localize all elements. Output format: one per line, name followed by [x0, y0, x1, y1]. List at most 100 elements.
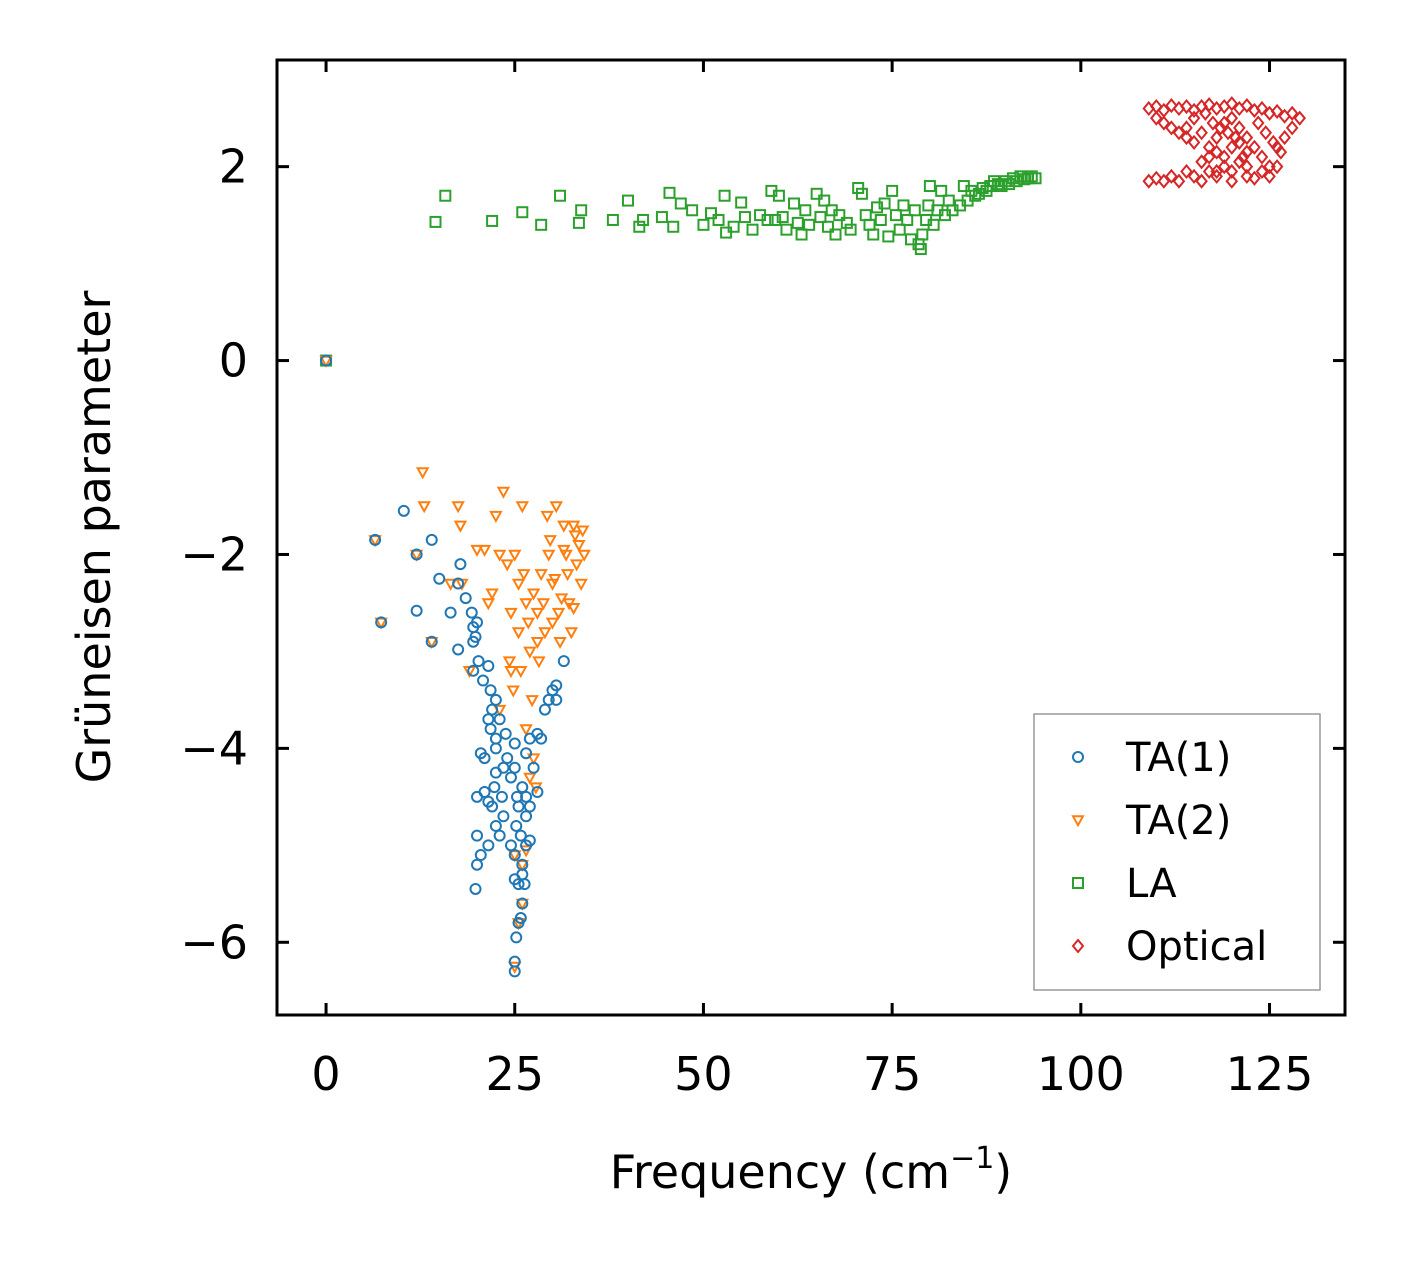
data-point [686, 204, 699, 217]
data-point [901, 213, 914, 226]
data-point [469, 630, 482, 643]
data-point [482, 659, 495, 672]
data-point [549, 501, 563, 514]
data-point [512, 800, 525, 813]
data-point [1180, 130, 1193, 146]
data-point [1240, 130, 1254, 146]
data-point [566, 520, 581, 533]
data-point [520, 810, 533, 823]
series-ta-1- [320, 354, 570, 978]
data-point [510, 931, 523, 944]
data-point [1263, 168, 1276, 184]
data-point [467, 664, 480, 677]
data-point [512, 878, 525, 891]
data-point [536, 598, 551, 611]
data-point [369, 533, 382, 546]
data-point [1199, 105, 1212, 121]
data-point [518, 878, 531, 891]
data-point [453, 520, 468, 533]
series-la [320, 170, 1042, 367]
data-point [863, 218, 876, 231]
data-point [1248, 139, 1261, 155]
y-tick-label: −4 [180, 721, 248, 775]
data-point [520, 790, 533, 803]
data-point [1157, 115, 1171, 131]
data-point [527, 761, 540, 774]
data-point [508, 955, 521, 968]
data-point [1172, 125, 1186, 141]
legend-label: TA(2) [1125, 798, 1231, 844]
data-point [935, 184, 948, 197]
data-point [560, 569, 575, 582]
data-point [459, 592, 472, 605]
data-point [523, 800, 536, 813]
data-point [510, 819, 523, 832]
data-point [471, 858, 484, 871]
data-point [568, 530, 582, 543]
data-point [489, 819, 502, 832]
data-point [1187, 134, 1201, 150]
data-point [439, 189, 452, 202]
legend-entry-la: LA [1072, 861, 1177, 907]
data-point [1195, 125, 1208, 141]
series-ta-2- [319, 355, 591, 974]
legend-label: TA(1) [1125, 735, 1231, 781]
data-point [526, 588, 541, 601]
x-tick-label: 100 [1037, 1047, 1125, 1101]
data-point [633, 220, 646, 233]
data-point [516, 897, 529, 910]
data-point [1255, 163, 1269, 180]
data-point [1266, 134, 1280, 150]
data-point [1233, 120, 1246, 136]
data-point [1240, 159, 1254, 175]
y-axis-label: Grüneisen parameter [67, 290, 121, 783]
data-point [914, 243, 927, 256]
data-point [874, 213, 887, 226]
data-point [1225, 163, 1239, 180]
data-point [882, 230, 895, 243]
data-point [566, 603, 581, 616]
data-point [530, 607, 545, 620]
data-point [433, 572, 446, 585]
legend-marker [1072, 751, 1084, 763]
data-point [452, 577, 465, 590]
data-point [871, 201, 884, 214]
data-point [320, 354, 333, 367]
data-point [502, 656, 517, 669]
data-point [844, 223, 857, 236]
data-point [1180, 98, 1193, 115]
scatter-points [319, 96, 1307, 978]
data-point [564, 627, 579, 640]
data-point [542, 549, 556, 562]
data-point [776, 211, 789, 224]
data-point [908, 204, 921, 217]
data-point [410, 604, 423, 617]
data-point [493, 713, 506, 726]
data-point [1187, 168, 1201, 184]
data-point [485, 588, 499, 601]
data-point [803, 218, 816, 231]
data-point [667, 220, 680, 233]
data-point [415, 467, 430, 480]
data-point [1259, 125, 1273, 141]
legend-marker [1072, 877, 1084, 889]
data-point [554, 593, 569, 606]
data-point [1225, 110, 1239, 126]
data-point [791, 216, 804, 229]
data-point [1157, 173, 1171, 189]
y-tick-label: 0 [219, 334, 248, 388]
data-point [1278, 130, 1291, 146]
x-axis-label: Frequency (cm−1) [610, 1141, 1013, 1199]
data-point [471, 616, 484, 629]
data-point [504, 771, 517, 784]
data-point [799, 204, 812, 217]
data-point [469, 882, 482, 895]
data-point [519, 845, 533, 858]
data-point [410, 548, 423, 561]
data-point [927, 218, 940, 231]
data-point [769, 213, 782, 226]
data-point [1225, 96, 1239, 112]
data-point [520, 747, 533, 760]
data-point [1270, 103, 1284, 119]
data-point [508, 761, 521, 774]
